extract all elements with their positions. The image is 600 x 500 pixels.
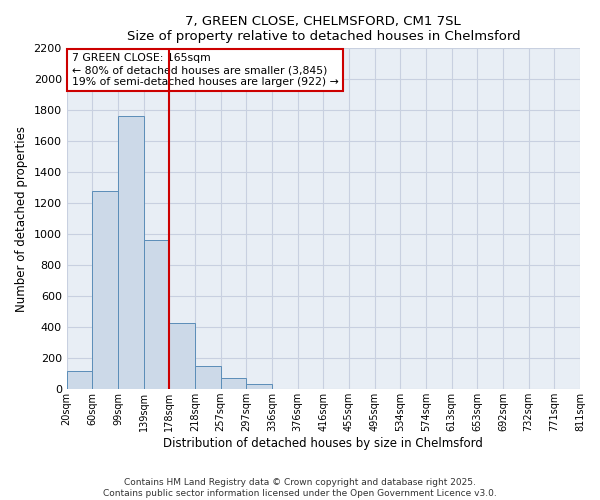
Bar: [247, 384, 272, 389]
X-axis label: Distribution of detached houses by size in Chelmsford: Distribution of detached houses by size …: [163, 437, 483, 450]
Title: 7, GREEN CLOSE, CHELMSFORD, CM1 7SL
Size of property relative to detached houses: 7, GREEN CLOSE, CHELMSFORD, CM1 7SL Size…: [127, 15, 520, 43]
Y-axis label: Number of detached properties: Number of detached properties: [15, 126, 28, 312]
Text: 7 GREEN CLOSE: 165sqm
← 80% of detached houses are smaller (3,845)
19% of semi-d: 7 GREEN CLOSE: 165sqm ← 80% of detached …: [72, 54, 338, 86]
Bar: [67, 370, 92, 389]
Text: Contains HM Land Registry data © Crown copyright and database right 2025.
Contai: Contains HM Land Registry data © Crown c…: [103, 478, 497, 498]
Bar: [195, 366, 221, 389]
Bar: [169, 322, 195, 389]
Bar: [92, 191, 118, 389]
Bar: [118, 116, 143, 389]
Bar: [221, 378, 247, 389]
Bar: [143, 240, 169, 389]
